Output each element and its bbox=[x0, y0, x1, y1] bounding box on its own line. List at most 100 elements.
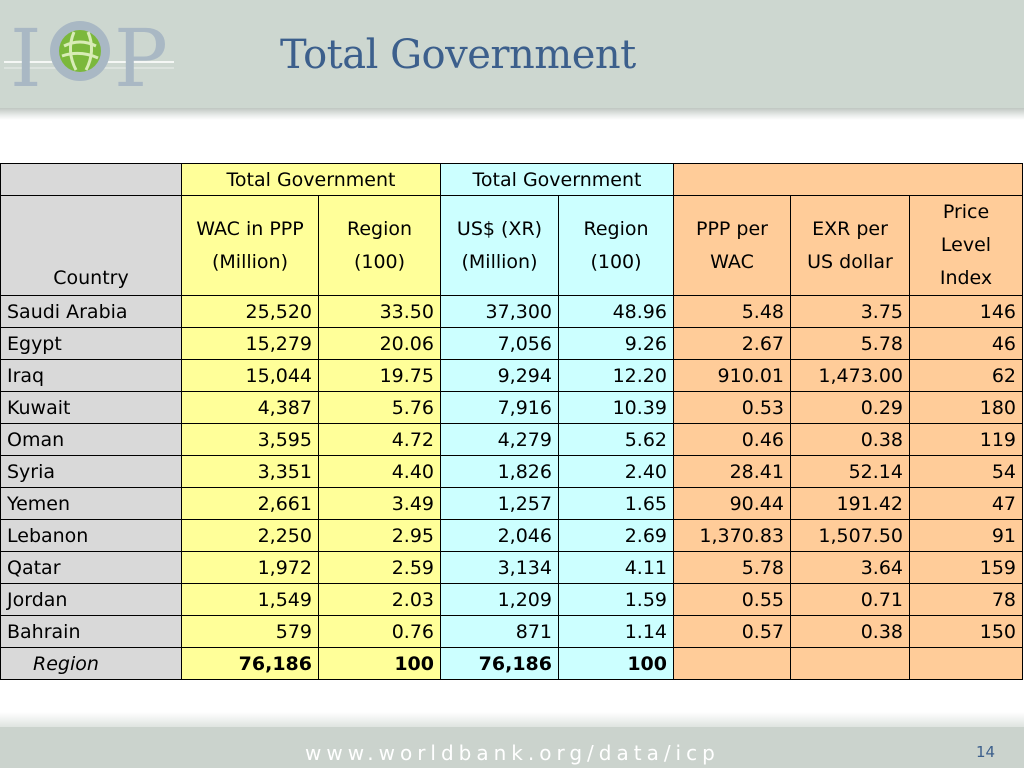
cell-ppp-per-wac: 5.48 bbox=[673, 295, 791, 328]
cell-country: Iraq bbox=[0, 359, 182, 392]
svg-text:P: P bbox=[114, 12, 168, 105]
cell-usd-xr: 37,300 bbox=[440, 295, 559, 328]
group-header-usd: Total Government bbox=[440, 163, 674, 196]
cell-wac-region: 2.59 bbox=[318, 551, 441, 584]
slide-header: I P Total Government bbox=[0, 0, 1024, 108]
cell-usd-xr: 76,186 bbox=[440, 647, 559, 680]
footer-divider bbox=[0, 712, 1024, 727]
region-total-row: Region 76,186 100 76,186 100 bbox=[0, 647, 1024, 680]
slide-title: Total Government bbox=[280, 32, 636, 78]
cell-wac-ppp: 2,661 bbox=[181, 487, 319, 520]
cell-wac-region: 33.50 bbox=[318, 295, 441, 328]
cell-exr: 0.38 bbox=[790, 615, 910, 648]
cell-country: Syria bbox=[0, 455, 182, 488]
cell-country: Bahrain bbox=[0, 615, 182, 648]
cell-wac-ppp: 579 bbox=[181, 615, 319, 648]
cell-pli: 119 bbox=[908, 423, 1024, 456]
table-row: Iraq 15,044 19.75 9,294 12.20 910.01 1,473.00 6… bbox=[0, 359, 1024, 392]
cell-country: Jordan bbox=[0, 583, 182, 616]
cell-exr: 191.42 bbox=[790, 487, 910, 520]
cell-exr: 52.14 bbox=[790, 455, 910, 488]
cell-pli: 47 bbox=[908, 487, 1024, 520]
cell-country: Yemen bbox=[0, 487, 182, 520]
group-header-blank bbox=[0, 163, 182, 196]
cell-wac-region: 3.49 bbox=[318, 487, 441, 520]
cell-ppp-per-wac: 0.46 bbox=[673, 423, 791, 456]
cell-country: Region bbox=[0, 647, 182, 680]
cell-exr: 1,473.00 bbox=[790, 359, 910, 392]
cell-usd-region: 2.40 bbox=[558, 455, 674, 488]
table-row: Egypt 15,279 20.06 7,056 9.26 2.67 5.78 46 bbox=[0, 327, 1024, 360]
cell-ppp-per-wac: 28.41 bbox=[673, 455, 791, 488]
cell-country: Kuwait bbox=[0, 391, 182, 424]
column-header-pli: Price Level Index bbox=[908, 195, 1024, 296]
cell-usd-xr: 1,209 bbox=[440, 583, 559, 616]
cell-usd-region: 100 bbox=[558, 647, 674, 680]
cell-usd-xr: 2,046 bbox=[440, 519, 559, 552]
svg-text:I: I bbox=[10, 12, 42, 105]
cell-usd-xr: 1,826 bbox=[440, 455, 559, 488]
column-header-usd-region: Region (100) bbox=[558, 195, 674, 296]
cell-pli: 180 bbox=[908, 391, 1024, 424]
government-table: Total Government Total Government Countr… bbox=[0, 163, 1024, 680]
cell-wac-region: 19.75 bbox=[318, 359, 441, 392]
column-header-usd-xr: US$ (XR) (Million) bbox=[440, 195, 559, 296]
footer-url: www.worldbank.org/data/icp bbox=[305, 741, 720, 765]
column-header-country: Country bbox=[0, 195, 182, 296]
cell-usd-xr: 4,279 bbox=[440, 423, 559, 456]
cell-pli: 54 bbox=[908, 455, 1024, 488]
cell-usd-region: 12.20 bbox=[558, 359, 674, 392]
cell-pli: 150 bbox=[908, 615, 1024, 648]
cell-wac-ppp: 76,186 bbox=[181, 647, 319, 680]
cell-wac-ppp: 15,279 bbox=[181, 327, 319, 360]
column-header-wac-ppp: WAC in PPP (Million) bbox=[181, 195, 319, 296]
cell-wac-ppp: 25,520 bbox=[181, 295, 319, 328]
cell-exr: 0.29 bbox=[790, 391, 910, 424]
cell-wac-region: 2.03 bbox=[318, 583, 441, 616]
group-header-row: Total Government Total Government bbox=[0, 163, 1024, 196]
cell-wac-region: 5.76 bbox=[318, 391, 441, 424]
cell-wac-ppp: 3,351 bbox=[181, 455, 319, 488]
cell-pli: 159 bbox=[908, 551, 1024, 584]
cell-ppp-per-wac: 910.01 bbox=[673, 359, 791, 392]
cell-usd-xr: 871 bbox=[440, 615, 559, 648]
cell-usd-xr: 9,294 bbox=[440, 359, 559, 392]
cell-wac-region: 2.95 bbox=[318, 519, 441, 552]
cell-usd-region: 1.65 bbox=[558, 487, 674, 520]
cell-pli: 146 bbox=[908, 295, 1024, 328]
cell-wac-region: 20.06 bbox=[318, 327, 441, 360]
column-header-ppp-per-wac: PPP per WAC bbox=[673, 195, 791, 296]
cell-usd-region: 9.26 bbox=[558, 327, 674, 360]
cell-country: Saudi Arabia bbox=[0, 295, 182, 328]
cell-wac-region: 0.76 bbox=[318, 615, 441, 648]
cell-wac-ppp: 2,250 bbox=[181, 519, 319, 552]
cell-usd-region: 1.14 bbox=[558, 615, 674, 648]
cell-pli bbox=[908, 647, 1024, 680]
cell-exr: 0.38 bbox=[790, 423, 910, 456]
cell-exr: 0.71 bbox=[790, 583, 910, 616]
cell-usd-xr: 7,056 bbox=[440, 327, 559, 360]
cell-wac-ppp: 1,549 bbox=[181, 583, 319, 616]
cell-usd-region: 10.39 bbox=[558, 391, 674, 424]
cell-ppp-per-wac: 5.78 bbox=[673, 551, 791, 584]
cell-wac-ppp: 15,044 bbox=[181, 359, 319, 392]
cell-usd-region: 48.96 bbox=[558, 295, 674, 328]
cell-wac-region: 100 bbox=[318, 647, 441, 680]
cell-usd-xr: 7,916 bbox=[440, 391, 559, 424]
cell-ppp-per-wac: 2.67 bbox=[673, 327, 791, 360]
slide-footer bbox=[0, 727, 1024, 768]
column-header-wac-region: Region (100) bbox=[318, 195, 441, 296]
cell-wac-region: 4.40 bbox=[318, 455, 441, 488]
cell-usd-region: 1.59 bbox=[558, 583, 674, 616]
cell-country: Oman bbox=[0, 423, 182, 456]
cell-pli: 62 bbox=[908, 359, 1024, 392]
group-header-wac: Total Government bbox=[181, 163, 441, 196]
cell-usd-region: 5.62 bbox=[558, 423, 674, 456]
cell-wac-ppp: 4,387 bbox=[181, 391, 319, 424]
cell-usd-xr: 3,134 bbox=[440, 551, 559, 584]
icp-logo: I P bbox=[4, 12, 174, 105]
cell-exr: 5.78 bbox=[790, 327, 910, 360]
cell-ppp-per-wac: 90.44 bbox=[673, 487, 791, 520]
cell-exr: 3.75 bbox=[790, 295, 910, 328]
cell-wac-ppp: 3,595 bbox=[181, 423, 319, 456]
